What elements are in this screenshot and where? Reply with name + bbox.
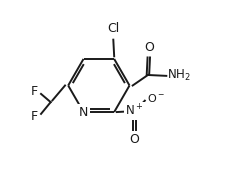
Text: O$^-$: O$^-$: [147, 92, 165, 104]
Text: F: F: [31, 85, 38, 98]
Text: NH$_2$: NH$_2$: [167, 68, 191, 83]
Text: O: O: [144, 41, 154, 54]
Text: N$^+$: N$^+$: [125, 104, 144, 119]
Text: O: O: [129, 133, 139, 146]
Text: N: N: [79, 106, 88, 119]
Text: Cl: Cl: [107, 22, 119, 35]
Text: F: F: [31, 110, 38, 123]
